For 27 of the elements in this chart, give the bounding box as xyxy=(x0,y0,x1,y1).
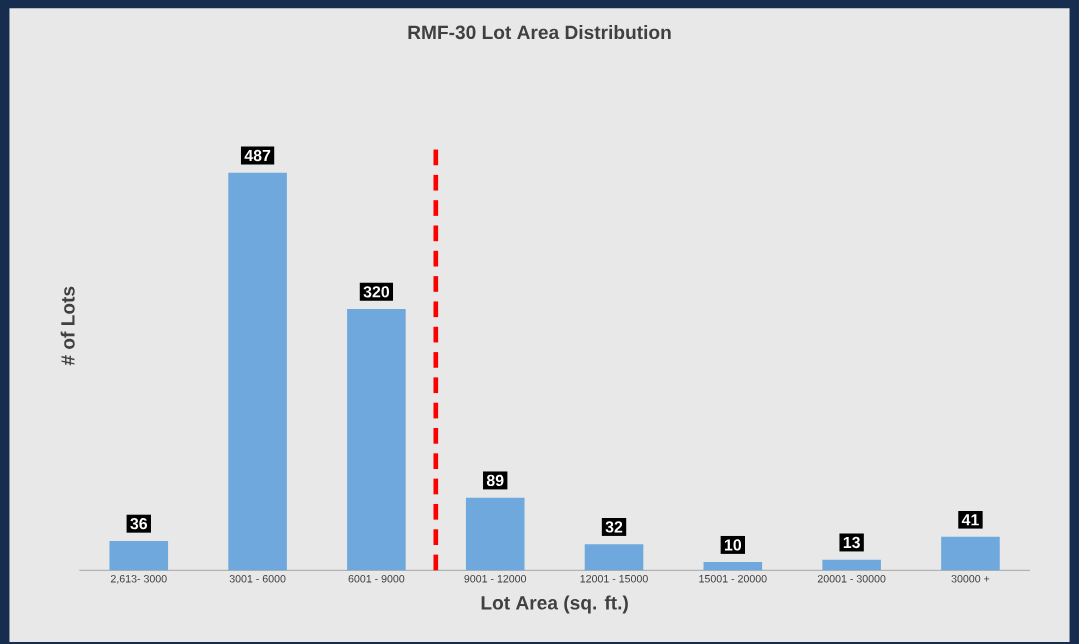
x-tick-label: 12001 - 15000 xyxy=(580,574,648,583)
x-tick-label: 15001 - 20000 xyxy=(699,574,767,583)
x-tick-label: 30000 + xyxy=(951,574,990,583)
x-axis-title: Lot Area (sq. ft.) xyxy=(481,595,628,614)
data-label: 32 xyxy=(605,521,623,533)
bar xyxy=(465,497,525,571)
data-label: 13 xyxy=(843,536,860,549)
data-label: 10 xyxy=(724,539,742,551)
x-tick-label: 6001 - 9000 xyxy=(348,574,405,583)
data-label: 487 xyxy=(244,149,271,162)
y-axis-title: # of Lots xyxy=(60,286,75,366)
bar xyxy=(703,562,763,571)
bar xyxy=(228,172,287,571)
data-label: 41 xyxy=(961,514,979,526)
bar xyxy=(109,540,169,571)
x-tick-label: 2,613- 3000 xyxy=(110,574,167,584)
bar xyxy=(941,536,1000,571)
data-label: 89 xyxy=(486,474,504,487)
bar xyxy=(584,544,644,571)
data-label: 36 xyxy=(130,518,148,530)
x-tick-label: 9001 - 12000 xyxy=(464,574,527,583)
x-tick-label: 20001 - 30000 xyxy=(817,574,886,583)
bar xyxy=(822,559,881,571)
x-tick-label: 3001 - 6000 xyxy=(229,574,286,583)
data-label: 320 xyxy=(363,286,390,298)
bar xyxy=(347,309,406,571)
chart-title: RMF-30 Lot Area Distribution xyxy=(408,25,671,40)
